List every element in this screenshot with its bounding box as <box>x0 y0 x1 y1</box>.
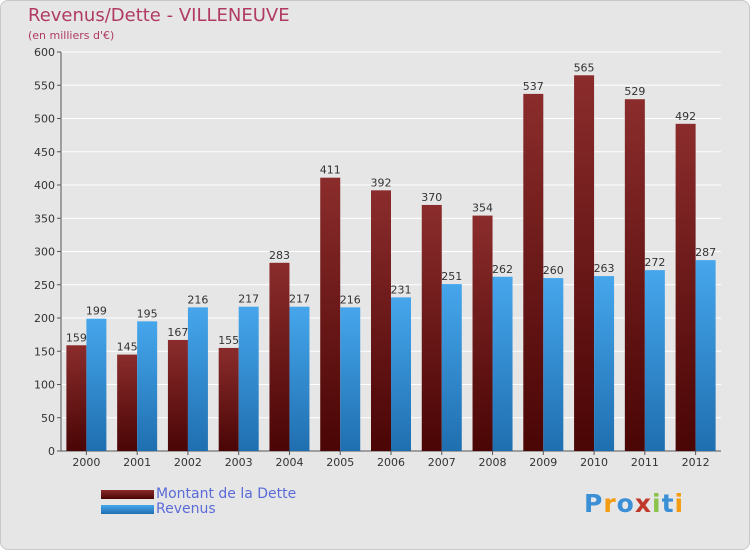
bar-revenus <box>441 284 462 451</box>
y-tick-label: 350 <box>34 212 55 225</box>
data-label-dette: 370 <box>421 191 442 204</box>
data-label-revenus: 217 <box>289 293 310 306</box>
bar-dette <box>624 99 645 451</box>
logo-letter: P <box>584 489 604 518</box>
data-label-revenus: 263 <box>594 262 615 275</box>
bar-dette <box>66 345 87 451</box>
bar-revenus <box>137 321 158 451</box>
bar-dette <box>472 215 493 451</box>
x-tick-label: 2011 <box>631 456 659 469</box>
data-label-revenus: 199 <box>86 305 107 318</box>
x-tick-label: 2001 <box>123 456 151 469</box>
chart-title: Revenus/Dette - VILLENEUVE <box>28 5 290 26</box>
x-tick-label: 2009 <box>529 456 557 469</box>
data-label-revenus: 260 <box>543 264 564 277</box>
x-tick-label: 2002 <box>174 456 202 469</box>
data-label-dette: 565 <box>574 61 595 74</box>
bar-dette <box>269 262 290 451</box>
x-tick-label: 2005 <box>326 456 354 469</box>
y-tick-label: 550 <box>34 79 55 92</box>
data-label-revenus: 272 <box>644 256 665 269</box>
y-tick-label: 250 <box>34 279 55 292</box>
x-tick-label: 2004 <box>275 456 303 469</box>
logo-letter: x <box>634 489 652 518</box>
bar-revenus <box>644 270 665 451</box>
bar-dette <box>117 354 138 451</box>
data-label-dette: 411 <box>320 164 341 177</box>
data-label-revenus: 216 <box>187 293 208 306</box>
data-label-dette: 354 <box>472 202 493 215</box>
y-tick-label: 150 <box>34 345 55 358</box>
data-label-dette: 492 <box>675 110 696 123</box>
legend-label-revenus: Revenus <box>156 501 216 517</box>
legend-label-dette: Montant de la Dette <box>156 486 297 502</box>
logo-letter: o <box>616 489 635 518</box>
logo-letter: i <box>652 489 662 518</box>
data-label-revenus: 216 <box>340 293 361 306</box>
bar-dette <box>675 123 696 451</box>
y-tick-label: 200 <box>34 312 55 325</box>
bar-revenus <box>695 260 716 451</box>
bar-dette <box>421 204 442 451</box>
proxiti-logo: Proxiti <box>584 489 684 518</box>
bar-dette <box>371 190 391 451</box>
x-tick-label: 2006 <box>377 456 405 469</box>
bar-revenus <box>238 306 259 451</box>
y-tick-label: 0 <box>48 445 55 458</box>
data-label-dette: 392 <box>371 176 392 189</box>
bar-revenus <box>187 307 208 451</box>
bar-dette <box>574 75 595 452</box>
x-tick-label: 2000 <box>72 456 100 469</box>
x-tick-label: 2003 <box>225 456 253 469</box>
data-label-dette: 155 <box>218 334 239 347</box>
y-tick-label: 50 <box>41 412 55 425</box>
bar-revenus <box>492 276 513 451</box>
bar-dette <box>218 347 239 451</box>
data-label-revenus: 217 <box>238 293 259 306</box>
logo-letter: t <box>661 489 675 518</box>
bar-revenus <box>340 307 361 451</box>
data-label-revenus: 231 <box>391 283 412 296</box>
data-label-revenus: 262 <box>492 263 513 276</box>
data-label-dette: 145 <box>117 341 138 354</box>
x-tick-label: 2007 <box>428 456 456 469</box>
chart-subtitle: (en milliers d'€) <box>28 29 115 42</box>
legend-swatch-revenus <box>101 505 154 514</box>
y-tick-label: 600 <box>34 46 55 59</box>
y-tick-label: 300 <box>34 246 55 259</box>
x-tick-label: 2008 <box>479 456 507 469</box>
data-label-dette: 167 <box>167 326 188 339</box>
bar-dette <box>523 93 544 452</box>
y-tick-label: 400 <box>34 179 55 192</box>
data-label-revenus: 251 <box>441 270 462 283</box>
bar-revenus <box>543 278 564 451</box>
y-tick-label: 100 <box>34 379 55 392</box>
x-tick-label: 2010 <box>580 456 608 469</box>
logo-letter: i <box>674 489 685 518</box>
bar-revenus <box>391 297 411 451</box>
bar-dette <box>320 177 341 451</box>
data-label-dette: 159 <box>66 331 87 344</box>
data-label-dette: 283 <box>269 249 290 262</box>
legend-swatch-dette <box>101 490 154 499</box>
y-tick-label: 500 <box>34 113 55 126</box>
bar-revenus <box>594 276 615 451</box>
bar-revenus <box>289 306 310 451</box>
bar-revenus <box>86 318 107 451</box>
data-label-dette: 537 <box>523 80 544 93</box>
logo-letter: r <box>603 489 617 518</box>
data-label-dette: 529 <box>624 85 645 98</box>
y-tick-label: 450 <box>34 146 55 159</box>
x-tick-label: 2012 <box>682 456 710 469</box>
data-label-revenus: 287 <box>695 246 716 259</box>
data-label-revenus: 195 <box>137 307 158 320</box>
bar-dette <box>167 339 188 451</box>
